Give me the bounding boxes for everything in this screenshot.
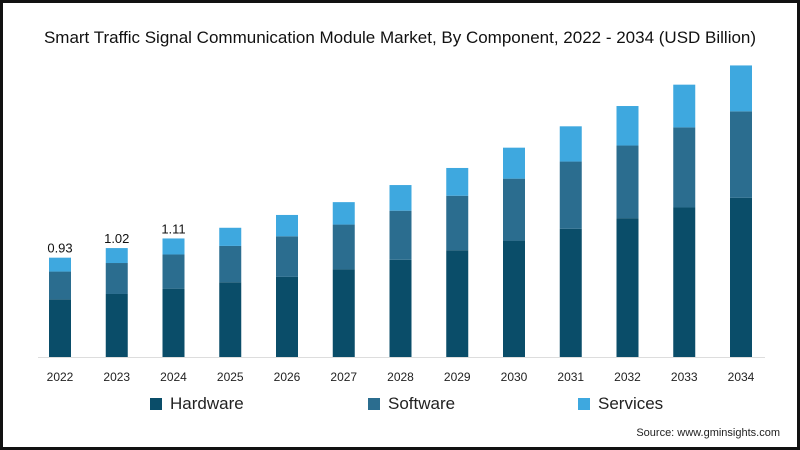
bar-hardware-2025: [219, 282, 242, 357]
bar-software-2034: [730, 111, 752, 198]
chart-title: Smart Traffic Signal Communication Modul…: [43, 28, 757, 47]
legend-swatch-software: [368, 398, 380, 410]
bar-services-2030: [503, 147, 525, 179]
bar-hardware-2033: [673, 207, 696, 357]
bar-services-2032: [616, 106, 639, 146]
x-tick-label: 2034: [728, 370, 755, 384]
source-note: Source: www.gminsights.com: [636, 427, 780, 439]
bar-services-2033: [673, 84, 696, 128]
x-tick-label: 2033: [671, 370, 698, 384]
bar-hardware-2029: [446, 250, 469, 357]
x-tick-label: 2029: [444, 370, 471, 384]
bar-services-2024: [162, 238, 185, 255]
bar-software-2029: [446, 195, 469, 251]
bar-software-2023: [105, 263, 128, 294]
bar-services-2023: [105, 248, 128, 264]
bar-hardware-2031: [559, 228, 582, 357]
bar-hardware-2023: [105, 293, 128, 357]
bar-hardware-2022: [49, 299, 71, 357]
bar-services-2034: [730, 65, 752, 112]
x-tick-label: 2024: [160, 370, 187, 384]
bar-software-2033: [673, 127, 696, 208]
x-tick-label: 2022: [47, 370, 74, 384]
bar-services-2029: [446, 167, 469, 196]
legend-label-hardware: Hardware: [170, 394, 244, 413]
bar-software-2028: [389, 210, 412, 260]
legend-item-hardware: Hardware: [150, 394, 244, 414]
x-tick-label: 2031: [557, 370, 584, 384]
bar-software-2025: [219, 245, 242, 283]
x-tick-label: 2027: [330, 370, 357, 384]
bar-hardware-2027: [332, 269, 355, 357]
bar-hardware-2024: [162, 288, 185, 357]
x-tick-label: 2028: [387, 370, 414, 384]
bar-services-2028: [389, 185, 412, 211]
x-tick-label: 2025: [217, 370, 244, 384]
bar-software-2026: [276, 236, 298, 277]
x-tick-label: 2023: [103, 370, 130, 384]
bar-hardware-2026: [276, 276, 298, 357]
bar-services-2022: [49, 257, 71, 272]
data-label-2023: 1.02: [104, 231, 129, 246]
bar-hardware-2030: [503, 240, 525, 357]
legend: Hardware Software Services: [0, 394, 800, 416]
bar-hardware-2032: [616, 218, 639, 357]
bar-hardware-2034: [730, 197, 752, 357]
data-label-2022: 0.93: [47, 241, 72, 256]
x-tick-label: 2026: [274, 370, 301, 384]
bar-services-2025: [219, 227, 242, 246]
bar-software-2022: [49, 271, 71, 300]
bar-software-2027: [332, 224, 355, 270]
legend-swatch-services: [578, 398, 590, 410]
x-tick-label: 2030: [501, 370, 528, 384]
bar-software-2024: [162, 254, 185, 289]
x-tick-label: 2032: [614, 370, 641, 384]
legend-swatch-hardware: [150, 398, 162, 410]
bar-hardware-2028: [389, 259, 412, 357]
legend-item-software: Software: [368, 394, 455, 414]
bar-software-2032: [616, 145, 639, 219]
bar-software-2031: [559, 161, 582, 229]
bar-services-2031: [559, 126, 582, 162]
legend-item-services: Services: [578, 394, 663, 414]
legend-label-software: Software: [388, 394, 456, 413]
data-label-2024: 1.11: [161, 221, 185, 236]
bar-services-2026: [276, 214, 298, 237]
bar-software-2030: [503, 178, 525, 241]
bar-services-2027: [332, 202, 355, 225]
legend-label-services: Services: [598, 394, 664, 413]
